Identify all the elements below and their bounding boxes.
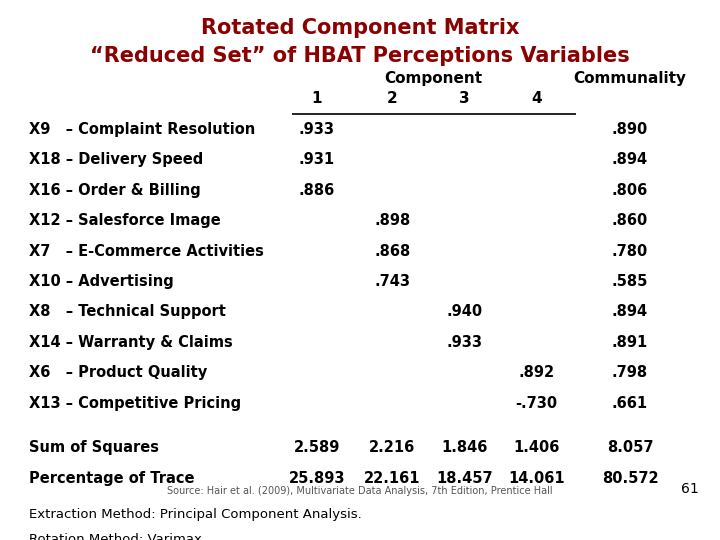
Text: 2.589: 2.589 — [294, 441, 340, 455]
Text: 22.161: 22.161 — [364, 471, 420, 486]
Text: X13 – Competitive Pricing: X13 – Competitive Pricing — [29, 396, 241, 411]
Text: X16 – Order & Billing: X16 – Order & Billing — [29, 183, 201, 198]
Text: “Reduced Set” of HBAT Perceptions Variables: “Reduced Set” of HBAT Perceptions Variab… — [90, 46, 630, 66]
Text: Communality: Communality — [574, 71, 686, 86]
Text: Rotated Component Matrix: Rotated Component Matrix — [201, 18, 519, 38]
Text: 1: 1 — [312, 91, 322, 105]
Text: X8   – Technical Support: X8 – Technical Support — [29, 305, 225, 320]
Text: 1.846: 1.846 — [441, 441, 487, 455]
Text: Component: Component — [384, 71, 483, 86]
Text: .894: .894 — [612, 152, 648, 167]
Text: .891: .891 — [612, 335, 648, 350]
Text: X14 – Warranty & Claims: X14 – Warranty & Claims — [29, 335, 233, 350]
Text: X12 – Salesforce Image: X12 – Salesforce Image — [29, 213, 220, 228]
Text: .933: .933 — [446, 335, 482, 350]
Text: .798: .798 — [612, 366, 648, 380]
Text: 14.061: 14.061 — [508, 471, 564, 486]
Text: Percentage of Trace: Percentage of Trace — [29, 471, 194, 486]
Text: .890: .890 — [612, 122, 648, 137]
Text: .743: .743 — [374, 274, 410, 289]
Text: .933: .933 — [299, 122, 335, 137]
Text: .860: .860 — [612, 213, 648, 228]
Text: -.730: -.730 — [516, 396, 557, 411]
Text: X9   – Complaint Resolution: X9 – Complaint Resolution — [29, 122, 255, 137]
Text: 80.572: 80.572 — [602, 471, 658, 486]
Text: X10 – Advertising: X10 – Advertising — [29, 274, 174, 289]
Text: 18.457: 18.457 — [436, 471, 492, 486]
Text: 2: 2 — [387, 91, 397, 105]
Text: Extraction Method: Principal Component Analysis.: Extraction Method: Principal Component A… — [29, 509, 361, 522]
Text: 8.057: 8.057 — [607, 441, 653, 455]
Text: .780: .780 — [612, 244, 648, 259]
Text: 61: 61 — [680, 482, 698, 496]
Text: .661: .661 — [612, 396, 648, 411]
Text: 25.893: 25.893 — [289, 471, 345, 486]
Text: .585: .585 — [612, 274, 648, 289]
Text: Source: Hair et al. (2009), Multivariate Data Analysis, 7th Edition, Prentice Ha: Source: Hair et al. (2009), Multivariate… — [167, 486, 553, 496]
Text: .940: .940 — [446, 305, 482, 320]
Text: .868: .868 — [374, 244, 410, 259]
Text: X18 – Delivery Speed: X18 – Delivery Speed — [29, 152, 203, 167]
Text: .931: .931 — [299, 152, 335, 167]
Text: .898: .898 — [374, 213, 410, 228]
Text: 4: 4 — [531, 91, 541, 105]
Text: X7   – E-Commerce Activities: X7 – E-Commerce Activities — [29, 244, 264, 259]
Text: Sum of Squares: Sum of Squares — [29, 441, 159, 455]
Text: .886: .886 — [299, 183, 335, 198]
Text: 1.406: 1.406 — [513, 441, 559, 455]
Text: .806: .806 — [612, 183, 648, 198]
Text: .894: .894 — [612, 305, 648, 320]
Text: Rotation Method: Varimax.: Rotation Method: Varimax. — [29, 533, 206, 540]
Text: X6   – Product Quality: X6 – Product Quality — [29, 366, 207, 380]
Text: 2.216: 2.216 — [369, 441, 415, 455]
Text: .892: .892 — [518, 366, 554, 380]
Text: 3: 3 — [459, 91, 469, 105]
